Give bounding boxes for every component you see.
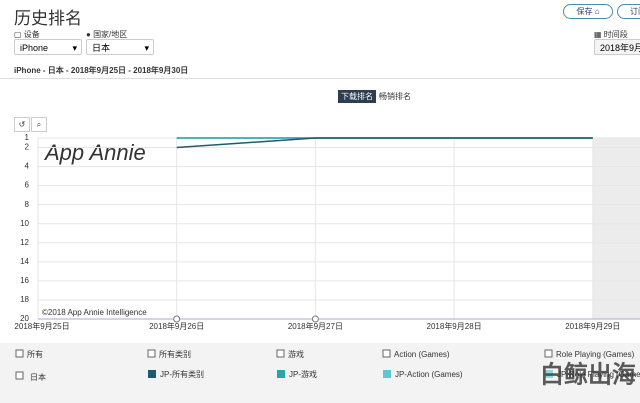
- legend-swatch: [383, 370, 391, 378]
- country-select[interactable]: 日本 ▾: [86, 39, 154, 55]
- y-tick-label: 8: [25, 200, 30, 209]
- legend-swatch: [277, 370, 285, 378]
- device-value: iPhone: [20, 43, 49, 53]
- checkbox: [15, 371, 24, 380]
- copyright: ©2018 App Annie Intelligence: [42, 308, 147, 317]
- y-tick-label: 14: [20, 257, 29, 266]
- filter-label: 游戏: [288, 349, 304, 359]
- legend-label: JP-Role Playing (Games): [557, 370, 640, 379]
- country-label: ● 国家/地区: [86, 30, 128, 39]
- y-tick-label: 6: [25, 181, 30, 190]
- overlay-watermark: 白鲸出海: [540, 360, 636, 388]
- legend-label: JP-所有类别: [160, 369, 204, 379]
- subscribe-button[interactable]: 订阅: [617, 4, 640, 19]
- country-check-label: 日本: [30, 372, 46, 382]
- x-tick-label: 2018年9月26日: [149, 321, 204, 331]
- zoom-button[interactable]: ⌕: [31, 117, 47, 132]
- legend-label: JP-游戏: [289, 369, 317, 379]
- y-tick-label: 16: [20, 276, 29, 285]
- y-tick-label: 2: [25, 143, 30, 152]
- future-shade: [593, 138, 640, 319]
- divider: [0, 78, 640, 79]
- save-button[interactable]: 保存 ⌂: [563, 4, 613, 19]
- x-tick-label: 2018年9月25日: [14, 321, 69, 331]
- axis-marker: [173, 315, 181, 323]
- filter-label: Action (Games): [394, 350, 450, 359]
- device-label: ▢ 设备: [14, 30, 40, 39]
- checkbox[interactable]: [147, 349, 156, 358]
- checkbox[interactable]: [276, 349, 285, 358]
- save-text: 保存: [576, 7, 593, 16]
- country-value: 日本: [92, 43, 111, 53]
- tab-active[interactable]: 下载排名: [338, 90, 376, 103]
- time-select[interactable]: 2018年9月: [594, 39, 640, 55]
- series-line: [176, 137, 593, 149]
- device-label-text: 设备: [23, 30, 40, 39]
- legend-bg: [0, 343, 640, 403]
- x-tick-label: 2018年9月28日: [427, 321, 482, 331]
- page-title: 历史排名: [14, 9, 82, 28]
- y-tick-label: 1: [25, 133, 30, 142]
- y-tick-label: 10: [20, 219, 29, 228]
- filter-label: Role Playing (Games): [556, 350, 635, 359]
- reset-button[interactable]: ↺: [14, 117, 30, 132]
- filter-label: 所有: [27, 349, 43, 359]
- checkbox[interactable]: [15, 349, 24, 358]
- axis-marker: [311, 315, 319, 323]
- chart-watermark: App Annie: [43, 140, 146, 165]
- checkbox[interactable]: [544, 349, 553, 358]
- device-select[interactable]: iPhone ▾: [14, 39, 82, 55]
- subtitle: iPhone - 日本 - 2018年9月25日 - 2018年9月30日: [14, 66, 189, 75]
- filter-label: 所有类别: [159, 349, 191, 359]
- time-label-text: 时间段: [603, 30, 628, 39]
- x-tick-label: 2018年9月27日: [288, 321, 343, 331]
- legend-swatch: [545, 370, 553, 378]
- checkbox[interactable]: [382, 349, 391, 358]
- tab[interactable]: 畅销排名: [379, 92, 411, 101]
- y-tick-label: 18: [20, 295, 29, 304]
- time-label: ▦ 时间段: [594, 30, 628, 39]
- y-tick-label: 4: [25, 162, 30, 171]
- y-tick-label: 20: [20, 314, 29, 323]
- legend-swatch: [148, 370, 156, 378]
- country-label-text: 国家/地区: [93, 30, 128, 39]
- x-tick-label: 2018年9月29日: [565, 321, 620, 331]
- legend-label: JP-Action (Games): [395, 370, 463, 379]
- y-tick-label: 12: [20, 238, 29, 247]
